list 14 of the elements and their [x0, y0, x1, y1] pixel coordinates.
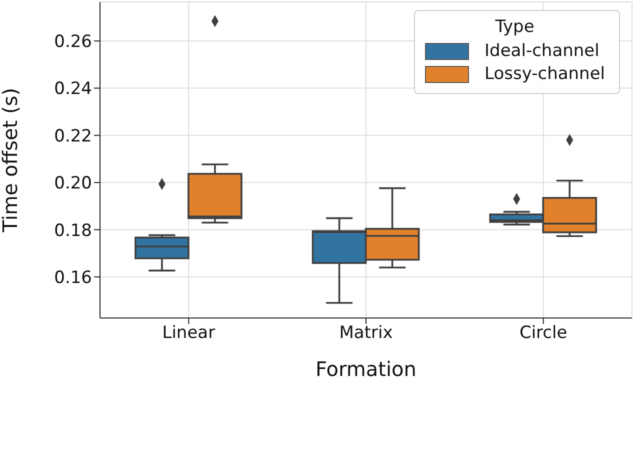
y-tick-label: 0.18	[54, 220, 92, 241]
legend-label: Ideal-channel	[484, 41, 600, 61]
x-tick-label: Linear	[162, 323, 216, 344]
y-tick-label: 0.20	[54, 174, 92, 194]
x-tick-label: Matrix	[339, 323, 393, 344]
y-tick-label: 0.16	[54, 268, 92, 288]
x-tick-label: Circle	[519, 323, 568, 344]
x-axis-title: Formation	[316, 357, 416, 381]
legend-label: Lossy-channel	[484, 64, 605, 84]
legend-title: Type	[494, 17, 536, 37]
y-tick-label: 0.24	[54, 79, 92, 100]
y-axis-title: Time offset (s)	[0, 88, 22, 234]
y-tick-label: 0.26	[54, 32, 92, 52]
y-tick-label: 0.22	[54, 126, 92, 146]
